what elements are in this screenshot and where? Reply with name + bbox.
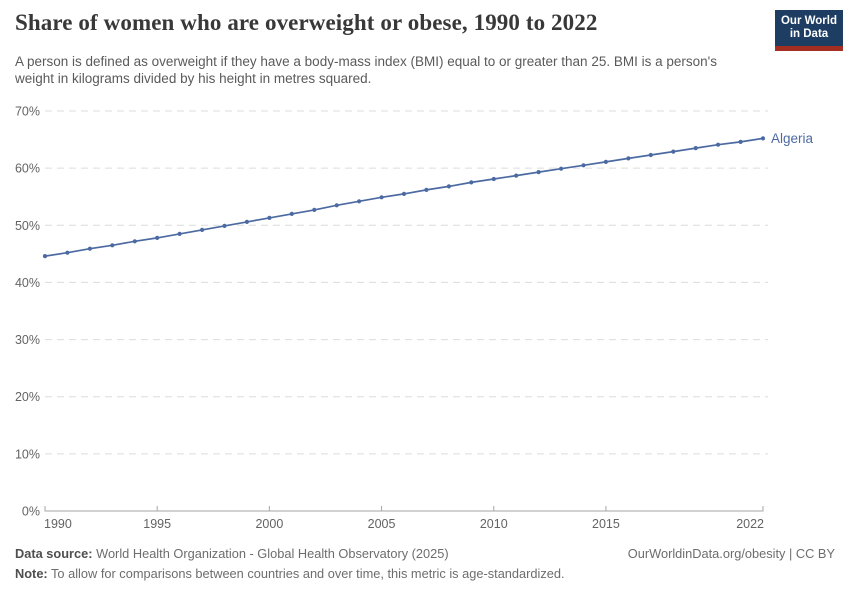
x-tick-label: 2010 (480, 517, 508, 531)
page-title: Share of women who are overweight or obe… (15, 10, 598, 35)
data-point[interactable] (514, 173, 519, 178)
data-point[interactable] (312, 207, 317, 212)
data-point[interactable] (177, 231, 182, 236)
y-tick-label: 60% (15, 162, 40, 176)
data-source-row: Data source: World Health Organization -… (15, 546, 835, 561)
x-tick-label: 1995 (143, 517, 171, 531)
data-point[interactable] (132, 239, 137, 244)
data-point[interactable] (110, 243, 115, 248)
data-point[interactable] (469, 180, 474, 185)
data-point[interactable] (357, 199, 362, 204)
line-chart: 0% 10% 20% 30% 40% 50% 60% 70% 1990 1995 2000 2005 2… (15, 105, 814, 532)
note-label: Note: (15, 566, 48, 581)
data-point[interactable] (267, 215, 272, 220)
logo-text-line1: Our World (780, 15, 837, 27)
logo-text-line2: in Data (789, 28, 829, 40)
data-point[interactable] (200, 227, 205, 232)
data-point[interactable] (716, 142, 721, 147)
data-series-line[interactable] (44, 137, 764, 257)
y-tick-label: 30% (15, 333, 40, 347)
data-point[interactable] (424, 187, 429, 192)
data-point[interactable] (65, 250, 70, 255)
entity-label[interactable]: Algeria (771, 131, 814, 146)
y-tick-label: 40% (15, 276, 40, 290)
y-tick-label: 70% (15, 105, 40, 119)
page-subtitle: A person is defined as overweight if the… (15, 54, 717, 86)
note-text: To allow for comparisons between countri… (51, 566, 565, 581)
data-point[interactable] (379, 195, 384, 200)
x-tick-label: 1990 (44, 517, 72, 531)
data-point[interactable] (738, 139, 743, 144)
y-tick-label: 20% (15, 390, 40, 404)
data-point[interactable] (334, 203, 339, 208)
data-point[interactable] (155, 235, 160, 240)
data-point[interactable] (244, 219, 249, 224)
data-point[interactable] (559, 166, 564, 171)
license-link[interactable]: OurWorldinData.org/obesity | CC BY (627, 546, 835, 561)
data-point[interactable] (760, 136, 766, 141)
data-point[interactable] (648, 152, 653, 158)
data-source-line: Data source: World Health Organization -… (15, 546, 449, 561)
chart-footer: Data source: World Health Organization -… (15, 546, 835, 581)
data-point[interactable] (626, 156, 631, 161)
data-point[interactable] (581, 163, 586, 168)
data-point[interactable] (446, 184, 451, 189)
y-tick-label: 0% (22, 505, 40, 519)
owid-logo[interactable]: Our World in Data (775, 10, 843, 51)
data-point[interactable] (536, 170, 541, 175)
y-tick-label: 50% (15, 219, 40, 233)
y-tick-label: 10% (15, 447, 40, 461)
data-point[interactable] (693, 146, 698, 151)
note-row: Note: To allow for comparisons between c… (15, 566, 835, 581)
data-point[interactable] (491, 176, 496, 182)
data-source-text: World Health Organization - Global Healt… (96, 546, 449, 561)
data-point[interactable] (222, 223, 227, 228)
data-point[interactable] (42, 254, 48, 259)
x-tick-label: 2015 (592, 517, 620, 531)
x-axis-line (44, 506, 764, 512)
data-point[interactable] (87, 246, 92, 251)
x-tick-label: 2000 (255, 517, 283, 531)
data-source-label: Data source: (15, 546, 93, 561)
data-point[interactable] (289, 211, 294, 216)
x-tick-label: 2005 (368, 517, 396, 531)
data-point[interactable] (603, 159, 609, 164)
data-point[interactable] (671, 149, 676, 154)
note-line: Note: To allow for comparisons between c… (15, 566, 565, 581)
x-tick-label: 2022 (736, 517, 764, 531)
data-point[interactable] (401, 191, 407, 196)
